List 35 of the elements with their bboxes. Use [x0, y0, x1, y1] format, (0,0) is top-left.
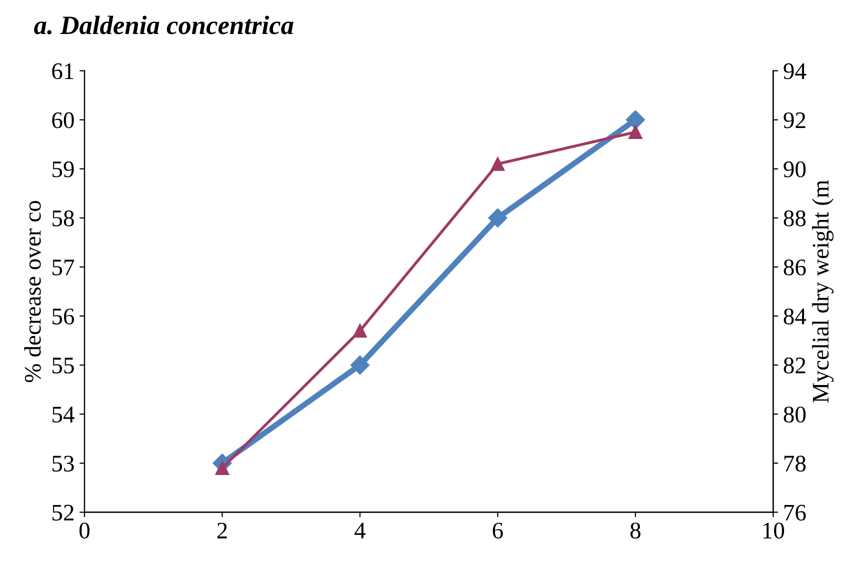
point — [353, 324, 367, 338]
y2-tick-label: 80 — [784, 406, 806, 423]
y-tick-label: 53 — [52, 456, 74, 472]
y-tick-label: 59 — [52, 161, 74, 178]
y2-tick-label: 94 — [784, 63, 806, 80]
y2-tick-label: 76 — [784, 504, 806, 521]
y2-tick-label: 84 — [784, 308, 806, 324]
y2-tick-label: 92 — [784, 112, 806, 128]
x-tick-label: 0 — [79, 522, 90, 539]
x-tick-label: 4 — [354, 522, 366, 538]
y-tick-label: 57 — [52, 260, 74, 276]
point — [628, 125, 642, 140]
chart-title: a. Daldenia concentrica — [34, 16, 294, 34]
y-axis-title: % decrease over co — [24, 200, 41, 382]
point — [350, 356, 370, 375]
x-tick-label: 8 — [630, 522, 640, 539]
point — [488, 208, 508, 228]
x-tick-label: 10 — [763, 522, 784, 539]
y2-axis-title: Mycelial dry weight (m — [812, 180, 834, 403]
point — [490, 157, 505, 171]
x-tick-label: 2 — [217, 522, 227, 538]
x-tick-label: 6 — [492, 522, 503, 539]
y-tick-label: 56 — [52, 308, 74, 324]
y-tick-label: 55 — [52, 358, 74, 374]
y2-tick-label: 82 — [784, 358, 806, 374]
y-tick-label: 58 — [52, 210, 74, 226]
y2-tick-label: 86 — [784, 259, 806, 276]
point — [626, 110, 645, 130]
y2-tick-label: 88 — [784, 210, 806, 226]
y2-tick-label: 90 — [784, 161, 806, 178]
y-tick-label: 52 — [52, 504, 74, 521]
y-tick-label: 60 — [52, 112, 74, 128]
y-tick-label: 54 — [52, 406, 74, 423]
y2-tick-label: 78 — [784, 456, 806, 472]
y-tick-label: 61 — [52, 63, 74, 80]
